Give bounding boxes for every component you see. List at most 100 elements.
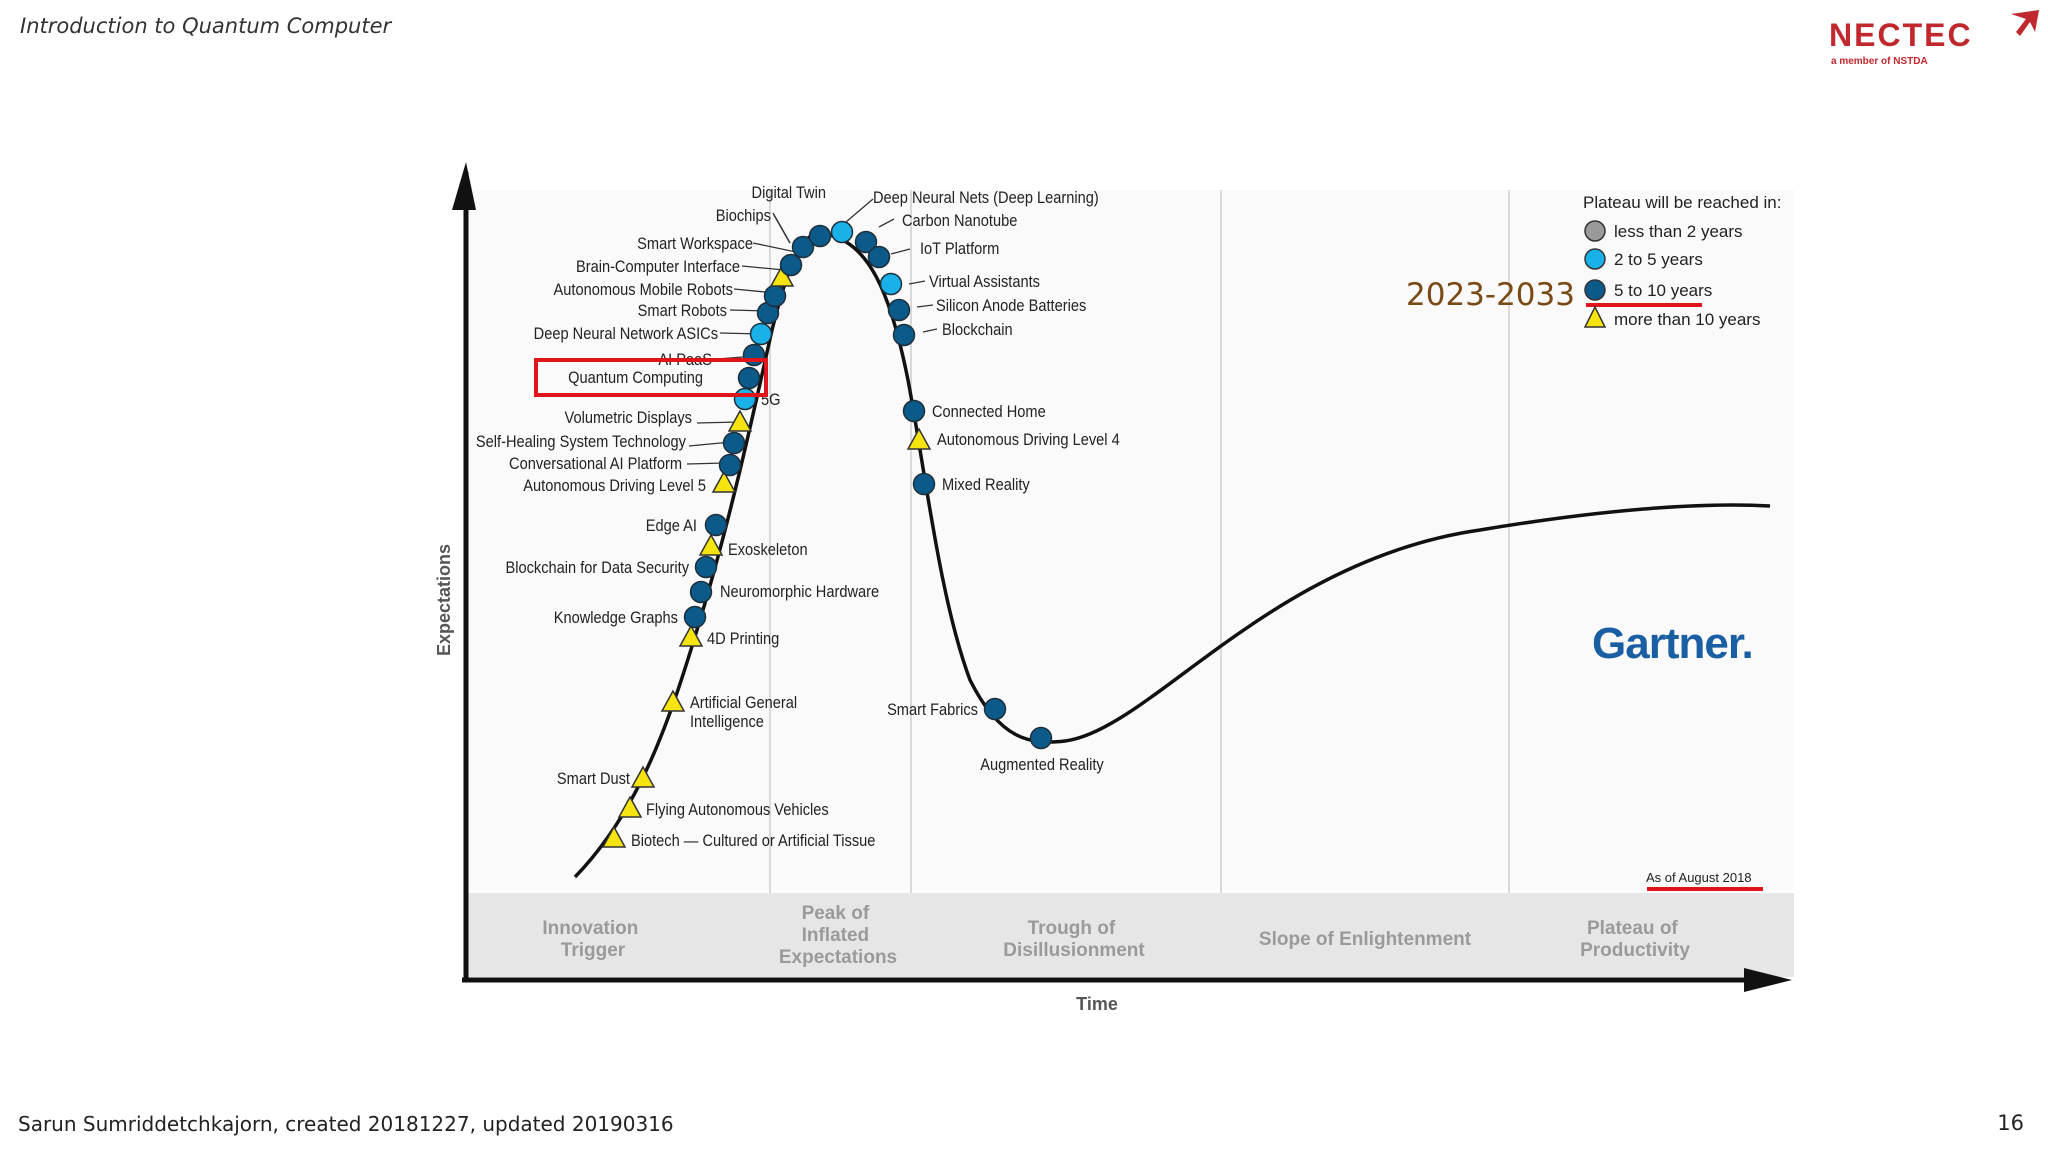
marker-4d-printing xyxy=(678,624,704,647)
phase-line: Inflated xyxy=(802,925,870,946)
label-biotech-cultured-or-artificial-tissue: Biotech — Cultured or Artificial Tissue xyxy=(631,832,876,850)
marker-biochips xyxy=(791,235,815,259)
logo-wordmark: NECTEC xyxy=(1829,17,1973,53)
gartner-logo: Gartner. xyxy=(1592,619,1753,668)
phase-line: Disillusionment xyxy=(1003,940,1145,961)
label-augmented-reality: Augmented Reality xyxy=(980,756,1104,774)
phase-line: Productivity xyxy=(1580,940,1690,961)
label-flying-autonomous-vehicles: Flying Autonomous Vehicles xyxy=(646,801,829,819)
label-brain-computer-interface: Brain-Computer Interface xyxy=(576,258,740,276)
logo-tagline: a member of NSTDA xyxy=(1831,56,1928,67)
legend-marker-dark xyxy=(1584,279,1606,301)
marker-autonomous-mobile-robots xyxy=(763,284,787,308)
label-smart-robots: Smart Robots xyxy=(638,302,727,320)
phase-innovation-trigger: Innovation Trigger xyxy=(542,918,643,961)
marker-deep-neural-network-asics xyxy=(749,322,773,346)
phase-trough: Trough of Disillusionment xyxy=(1003,918,1145,961)
label-biochips: Biochips xyxy=(716,207,771,225)
marker-deep-neural-nets-deep-learning xyxy=(830,220,854,244)
marker-edge-ai xyxy=(704,513,728,537)
phase-plateau: Plateau of Productivity xyxy=(1580,918,1690,961)
label-smart-fabrics: Smart Fabrics xyxy=(887,701,978,719)
label-quantum-computing: Quantum Computing xyxy=(568,369,703,387)
phase-peak: Peak of Inflated Expectations xyxy=(779,903,897,968)
marker-quantum-computing xyxy=(737,366,761,390)
label-carbon-nanotube: Carbon Nanotube xyxy=(902,212,1018,230)
page-number: 16 xyxy=(1997,1111,2024,1135)
marker-silicon-anode-batteries xyxy=(887,298,911,322)
marker-neuromorphic-hardware xyxy=(689,580,713,604)
slide-title: Introduction to Quantum Computer xyxy=(20,14,392,38)
phase-labels: Innovation Trigger Peak of Inflated Expe… xyxy=(542,903,1690,968)
label-autonomous-driving-level-4: Autonomous Driving Level 4 xyxy=(937,431,1120,449)
phase-line: Slope of Enlightenment xyxy=(1259,929,1472,950)
technology-points: Biotech — Cultured or Artificial Tissue F… xyxy=(476,184,1120,850)
marker-autonomous-driving-level-4 xyxy=(906,427,932,450)
label-deep-neural-network-asics: Deep Neural Network ASICs xyxy=(534,325,718,343)
label-knowledge-graphs: Knowledge Graphs xyxy=(554,609,678,627)
marker-flying-autonomous-vehicles xyxy=(617,795,643,818)
marker-self-healing-system-technology xyxy=(722,431,746,455)
marker-smart-fabrics xyxy=(983,697,1007,721)
label-autonomous-driving-level-5: Autonomous Driving Level 5 xyxy=(523,477,706,495)
marker-iot-platform xyxy=(867,245,891,269)
phase-line: Trigger xyxy=(561,940,626,961)
x-axis-arrow-icon xyxy=(1744,968,1792,992)
label-volumetric-displays: Volumetric Displays xyxy=(565,409,693,427)
marker-carbon-nanotube xyxy=(854,230,878,254)
marker-brain-computer-interface xyxy=(769,264,795,287)
legend: Plateau will be reached in: less than 2 … xyxy=(1583,193,1781,329)
axes xyxy=(452,162,1792,992)
label-silicon-anode-batteries: Silicon Anode Batteries xyxy=(936,297,1086,315)
phase-band xyxy=(466,893,1794,977)
marker-blockchain-for-data-security xyxy=(694,555,718,579)
label-artificial-general: Artificial General xyxy=(690,694,797,712)
label-digital-twin: Digital Twin xyxy=(752,184,826,202)
label-autonomous-mobile-robots: Autonomous Mobile Robots xyxy=(554,281,734,299)
label-blockchain-for-data-security: Blockchain for Data Security xyxy=(505,559,689,577)
label-edge-ai: Edge AI xyxy=(646,517,697,535)
phase-line: Expectations xyxy=(779,947,897,968)
label-iot-platform: IoT Platform xyxy=(920,240,999,258)
marker-augmented-reality xyxy=(1029,726,1053,750)
legend-marker-gray xyxy=(1584,220,1606,242)
phase-line: Plateau of xyxy=(1587,918,1678,939)
x-axis-label: Time xyxy=(1076,994,1118,1014)
legend-marker-triangle xyxy=(1583,305,1607,328)
marker-mixed-reality xyxy=(912,472,936,496)
label-virtual-assistants: Virtual Assistants xyxy=(929,273,1040,291)
label-self-healing-system-technology: Self-Healing System Technology xyxy=(476,433,686,451)
legend-label: 2 to 5 years xyxy=(1614,250,1703,269)
label-smart-workspace: Smart Workspace xyxy=(637,235,753,253)
label-blockchain: Blockchain xyxy=(942,321,1013,339)
legend-title: Plateau will be reached in: xyxy=(1583,193,1781,212)
highlight-range: 2023-2033 xyxy=(1406,277,1575,313)
marker-conversational-ai-platform xyxy=(718,453,742,477)
as-of-note: As of August 2018 xyxy=(1646,870,1752,885)
y-axis-label: Expectations xyxy=(434,544,454,656)
marker-blockchain xyxy=(892,323,916,347)
legend-label: 5 to 10 years xyxy=(1614,281,1712,300)
marker-exoskeleton xyxy=(698,533,724,556)
phase-line: Trough of xyxy=(1028,918,1116,939)
footer-credit: Sarun Sumriddetchkajorn, created 2018122… xyxy=(18,1112,674,1136)
label-deep-neural-nets-deep-learning: Deep Neural Nets (Deep Learning) xyxy=(873,189,1099,207)
chart-background xyxy=(466,190,1794,890)
marker-digital-twin xyxy=(808,224,832,248)
marker-virtual-assistants xyxy=(879,272,903,296)
label-exoskeleton: Exoskeleton xyxy=(728,541,808,559)
legend-marker-light xyxy=(1584,248,1606,270)
marker-artificial-general xyxy=(660,689,686,712)
label-artificial-general-line2: Intelligence xyxy=(690,713,764,731)
label-conversational-ai-platform: Conversational AI Platform xyxy=(509,455,682,473)
marker-autonomous-driving-level-5 xyxy=(711,470,737,493)
marker-knowledge-graphs xyxy=(683,605,707,629)
label-neuromorphic-hardware: Neuromorphic Hardware xyxy=(720,583,879,601)
marker-volumetric-displays xyxy=(727,409,753,432)
marker-smart-workspace xyxy=(779,253,803,277)
phase-line: Peak of xyxy=(802,903,870,924)
label-connected-home: Connected Home xyxy=(932,403,1046,421)
legend-label: more than 10 years xyxy=(1614,310,1760,329)
legend-label: less than 2 years xyxy=(1614,222,1743,241)
